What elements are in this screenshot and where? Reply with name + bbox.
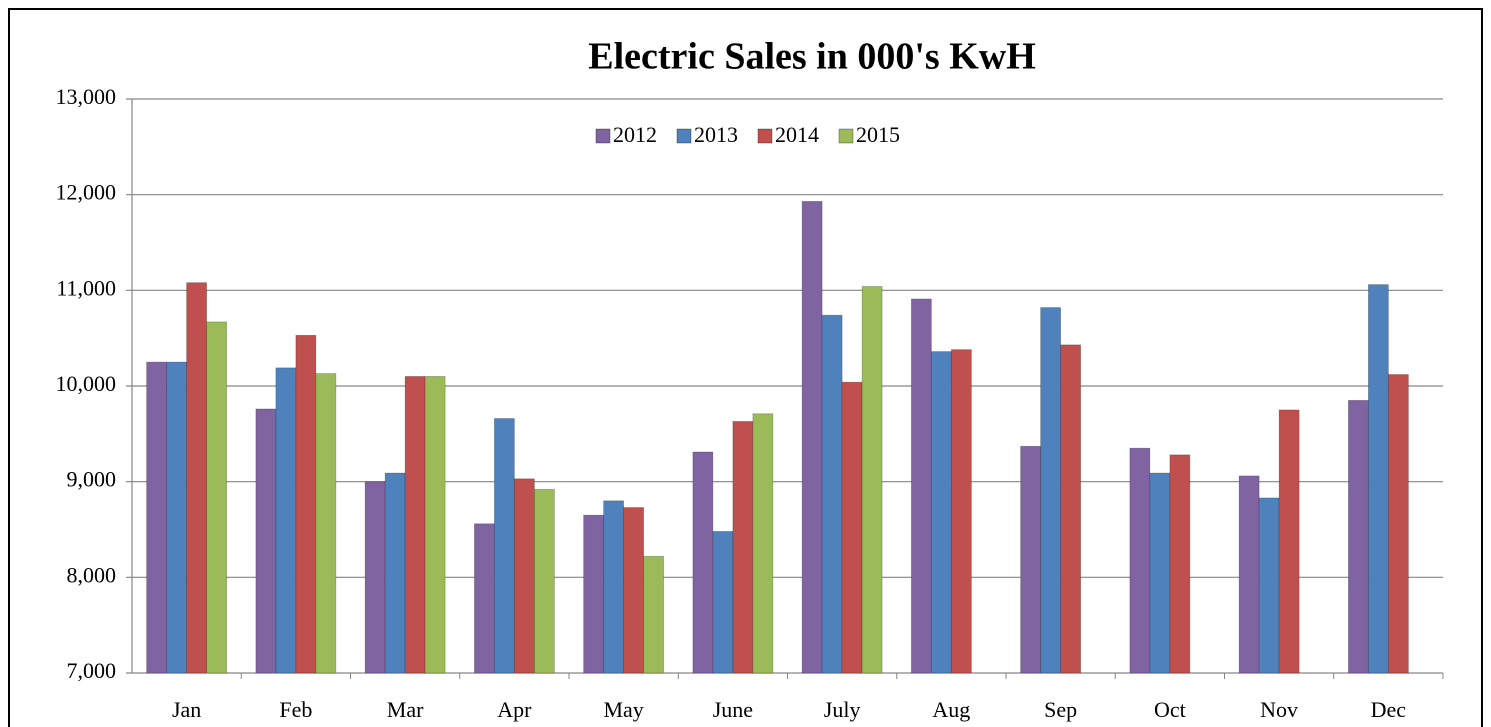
bar (1169, 454, 1191, 674)
bar (801, 200, 823, 674)
x-tick-label: Aug (932, 697, 970, 722)
bar (841, 381, 863, 674)
x-tick-label: July (824, 697, 861, 722)
legend-swatch (676, 128, 692, 144)
x-tick-label: June (713, 697, 753, 722)
bar (821, 314, 843, 674)
bar (1129, 447, 1151, 674)
bar (315, 373, 337, 674)
x-tick-label: Jan (172, 697, 201, 722)
legend-label: 2015 (856, 122, 900, 147)
bar (146, 361, 168, 674)
bar (1347, 399, 1369, 674)
x-tick-label: Mar (387, 697, 424, 722)
bar (364, 481, 386, 674)
x-tick-label: Sep (1044, 697, 1077, 722)
bar (1238, 475, 1260, 674)
bar (643, 555, 665, 674)
x-tick-label: Oct (1154, 697, 1186, 722)
y-tick-label: 13,000 (56, 84, 117, 109)
x-tick-label: Feb (279, 697, 312, 722)
bar (1020, 445, 1042, 674)
bar (861, 286, 883, 674)
y-tick-label: 11,000 (56, 275, 116, 300)
bar (1278, 409, 1300, 674)
bar (384, 472, 406, 674)
x-tick-label: Dec (1371, 697, 1407, 722)
bar (275, 367, 297, 674)
x-tick-label: Apr (497, 697, 532, 722)
bar (603, 500, 625, 674)
y-tick-label: 10,000 (56, 371, 117, 396)
bar (424, 376, 446, 674)
bar (1258, 497, 1280, 674)
bar (513, 478, 535, 674)
legend-label: 2014 (775, 122, 819, 147)
bar (950, 349, 972, 674)
bar (1367, 284, 1389, 674)
y-tick-label: 7,000 (67, 658, 117, 683)
y-tick-label: 12,000 (56, 180, 117, 205)
chart-title: Electric Sales in 000's KwH (588, 36, 1036, 78)
legend-label: 2012 (613, 122, 657, 147)
bar (1060, 344, 1082, 674)
bar (206, 321, 228, 674)
legend-swatch (757, 128, 773, 144)
bar (186, 282, 208, 674)
y-tick-label: 8,000 (67, 562, 117, 587)
bar (910, 298, 932, 674)
bar (295, 334, 317, 674)
bar (166, 361, 188, 674)
legend-swatch (838, 128, 854, 144)
bar (752, 413, 774, 674)
bar (930, 351, 952, 674)
x-tick-label: May (603, 697, 643, 722)
bar (473, 523, 495, 674)
bar (583, 514, 605, 674)
legend-label: 2013 (694, 122, 738, 147)
bar (533, 488, 555, 674)
bar (255, 408, 277, 674)
bar (404, 376, 426, 674)
bar (732, 420, 754, 674)
bar (623, 507, 645, 674)
bar (1149, 472, 1171, 674)
bar (1387, 374, 1409, 674)
x-tick-label: Nov (1260, 697, 1298, 722)
bar (712, 531, 734, 674)
legend-swatch (595, 128, 611, 144)
bar (493, 418, 515, 674)
bar (692, 451, 714, 674)
bar (1040, 307, 1062, 674)
y-tick-label: 9,000 (67, 467, 117, 492)
